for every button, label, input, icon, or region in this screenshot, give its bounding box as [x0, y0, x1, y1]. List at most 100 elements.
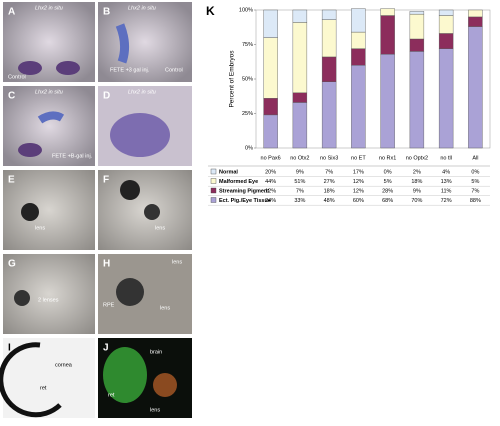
- stain: [18, 143, 42, 157]
- bar-segment: [468, 9, 483, 18]
- bar-segment: [438, 15, 454, 34]
- panel-text: L: [10, 402, 13, 408]
- table-value: 11%: [441, 188, 452, 194]
- panel-text: ret: [40, 385, 47, 391]
- panel-text: lens: [35, 225, 45, 231]
- bar-segment: [438, 9, 454, 16]
- stain: [18, 61, 42, 75]
- table-value: 17%: [353, 169, 364, 175]
- panel-text: FETE +B-gal inj.: [52, 153, 93, 159]
- table-value: 28%: [382, 188, 393, 194]
- table-value: 0%: [384, 169, 392, 175]
- y-tick-label: 50%: [242, 76, 253, 82]
- eye: [21, 203, 39, 221]
- panel-label: C: [8, 91, 15, 102]
- panel-text: lens: [172, 259, 182, 265]
- eye: [14, 290, 30, 306]
- panel-texts: A Lhx2 in situ Control B Lhx2 in situ FE…: [8, 5, 183, 413]
- table-value: 33%: [294, 198, 305, 204]
- bar-segment: [292, 92, 308, 103]
- panel-text: RPE: [103, 302, 115, 308]
- bar-segment: [351, 8, 366, 33]
- bar-segment: [321, 9, 337, 20]
- panel-text: lens: [150, 407, 160, 413]
- legend-label: Ect. Pig./Eye Tissue: [219, 198, 271, 204]
- photo: [3, 2, 95, 82]
- x-tick-label: no Pax6: [261, 155, 281, 161]
- table-value: 70%: [411, 198, 422, 204]
- eye: [120, 180, 140, 200]
- bar-segment: [468, 26, 483, 149]
- x-tick-label: no Rx1: [379, 155, 396, 161]
- table-value: 13%: [441, 179, 452, 185]
- bar-segment: [380, 15, 395, 55]
- panel-label: I: [8, 343, 11, 354]
- table-value: 9%: [413, 188, 421, 194]
- legend-label: Malformed Eye: [219, 179, 258, 185]
- stain: [37, 111, 65, 124]
- table-value: 0%: [471, 169, 479, 175]
- y-tick-label: 25%: [242, 111, 253, 117]
- panel-label: H: [103, 259, 110, 270]
- x-tick-label: All: [472, 155, 478, 161]
- stain: [115, 23, 130, 64]
- panel-text: Lhx2 in situ: [35, 89, 63, 95]
- table-value: 20%: [265, 169, 276, 175]
- bar-segment: [351, 48, 366, 66]
- bar-segment: [263, 37, 278, 99]
- table-value: 88%: [470, 198, 481, 204]
- x-tick-label: no tll: [440, 155, 452, 161]
- panel-label: K: [206, 4, 215, 18]
- y-axis-label: Percent of Embryos: [229, 50, 236, 108]
- photo-panels: [0, 2, 192, 418]
- table-value: 9%: [296, 169, 304, 175]
- bar-segment: [263, 9, 278, 38]
- x-tick-label: no Six3: [320, 155, 338, 161]
- photo: [3, 86, 95, 166]
- bar-segment: [438, 48, 454, 149]
- bar-segment: [409, 13, 425, 40]
- bar-segment: [409, 51, 425, 149]
- stain: [110, 113, 170, 157]
- table-value: 60%: [353, 198, 364, 204]
- section: [0, 342, 62, 418]
- legend-swatch: [210, 197, 217, 203]
- bar-segment: [321, 19, 337, 58]
- table-value: 5%: [384, 179, 392, 185]
- table-value: 5%: [471, 179, 479, 185]
- eye: [116, 278, 144, 306]
- panel-text: Lhx2 in situ: [128, 5, 156, 11]
- table-value: 7%: [471, 188, 479, 194]
- panel-text: Lhx2 in situ: [35, 5, 63, 11]
- table-value: 7%: [325, 169, 333, 175]
- bar-segment: [409, 11, 425, 15]
- bar-segment: [292, 9, 308, 23]
- bar-segment: [351, 31, 366, 49]
- panel-text: brain: [150, 349, 162, 355]
- panel-text: cornea: [55, 362, 73, 368]
- table-value: 44%: [265, 179, 276, 185]
- x-tick-label: no Otx2: [290, 155, 309, 161]
- plot-frame: [255, 9, 491, 149]
- table-value: 7%: [296, 188, 304, 194]
- panel-text: 2 lenses: [38, 297, 59, 303]
- table-value: 12%: [353, 188, 364, 194]
- table-value: 4%: [442, 169, 450, 175]
- x-tick-label: no ET: [351, 155, 366, 161]
- y-tick-label: 75%: [242, 42, 253, 48]
- bar-segment: [292, 22, 308, 93]
- panel-text: lens: [160, 305, 170, 311]
- table-value: 72%: [441, 198, 452, 204]
- panel-label: G: [8, 259, 16, 270]
- y-tick-label: 0%: [245, 145, 253, 151]
- tissue: [153, 373, 177, 397]
- bar-segment: [409, 38, 425, 52]
- bar-segment: [263, 114, 278, 149]
- table-value: 48%: [324, 198, 335, 204]
- table-value: 27%: [324, 179, 335, 185]
- panel-text: Control: [8, 74, 26, 80]
- bar-segment: [380, 8, 395, 16]
- bar-segment: [321, 81, 337, 149]
- table-value: 2%: [413, 169, 421, 175]
